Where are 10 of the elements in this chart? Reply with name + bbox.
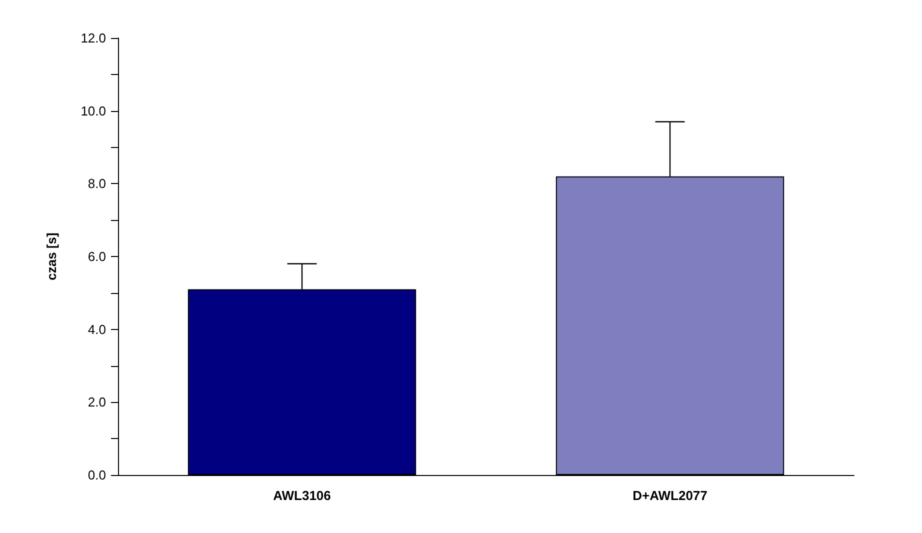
y-tick-label: 6.0 bbox=[88, 249, 106, 264]
y-tick-label: 4.0 bbox=[88, 322, 106, 337]
y-axis-title: czas [s] bbox=[44, 232, 59, 280]
y-tick-label: 10.0 bbox=[80, 103, 106, 118]
y-tick-label: 2.0 bbox=[88, 394, 106, 410]
x-tick-label: AWL3106 bbox=[273, 488, 331, 503]
y-tick-label: 12.0 bbox=[80, 30, 106, 46]
y-tick-label: 8.0 bbox=[88, 176, 106, 192]
x-tick-label: D+AWL2077 bbox=[632, 488, 708, 503]
y-tick-label: 0.0 bbox=[88, 468, 106, 482]
